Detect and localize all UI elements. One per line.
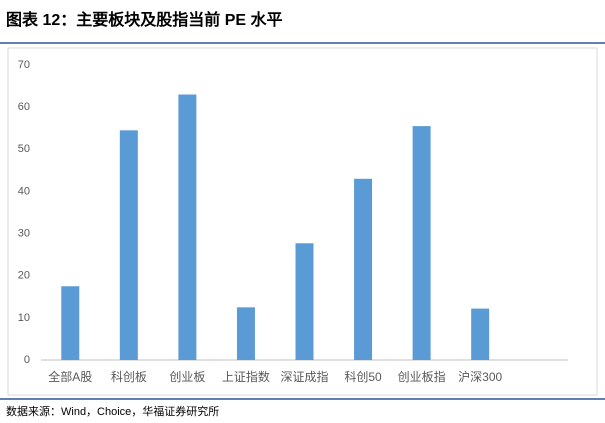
y-tick-label: 50	[18, 143, 30, 155]
bar	[119, 130, 138, 360]
chart-title: 图表 12：主要板块及股指当前 PE 水平	[6, 10, 282, 29]
x-tick-label: 沪深300	[458, 370, 502, 384]
x-tick-label: 全部A股	[48, 369, 92, 384]
y-tick-label: 40	[18, 185, 30, 197]
chart-frame	[7, 47, 598, 396]
source-note: 数据来源：Wind，Choice，华福证券研究所	[6, 404, 219, 418]
x-tick-label: 创业板指	[398, 369, 446, 384]
y-tick-label: 60	[18, 101, 30, 113]
x-tick-label: 科创50	[344, 370, 382, 384]
bar	[61, 286, 80, 360]
bar	[178, 94, 197, 360]
x-tick-label: 科创板	[111, 370, 147, 384]
bar	[295, 243, 314, 360]
x-tick-label: 深证成指	[280, 369, 328, 384]
x-tick-label: 上证指数	[222, 369, 270, 384]
x-tick-label: 创业板	[169, 370, 205, 384]
y-tick-label: 10	[18, 312, 30, 324]
bar	[236, 307, 255, 360]
y-tick-label: 30	[18, 227, 30, 239]
bar	[354, 178, 373, 360]
bar	[471, 308, 490, 360]
y-tick-label: 20	[18, 270, 30, 282]
y-tick-label: 0	[24, 354, 30, 366]
y-tick-label: 70	[18, 59, 30, 71]
bar	[412, 126, 431, 360]
